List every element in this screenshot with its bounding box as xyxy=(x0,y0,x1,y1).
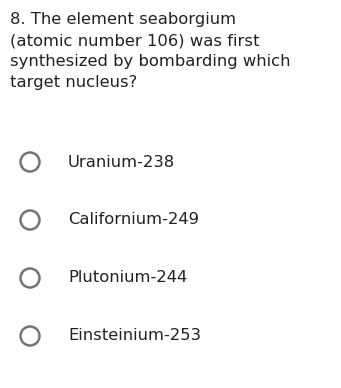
Text: Plutonium-244: Plutonium-244 xyxy=(68,270,187,286)
Text: Einsteinium-253: Einsteinium-253 xyxy=(68,329,201,343)
Text: Californium-249: Californium-249 xyxy=(68,213,199,227)
Text: 8. The element seaborgium
(atomic number 106) was first
synthesized by bombardin: 8. The element seaborgium (atomic number… xyxy=(10,12,291,90)
Text: Uranium-238: Uranium-238 xyxy=(68,154,175,170)
